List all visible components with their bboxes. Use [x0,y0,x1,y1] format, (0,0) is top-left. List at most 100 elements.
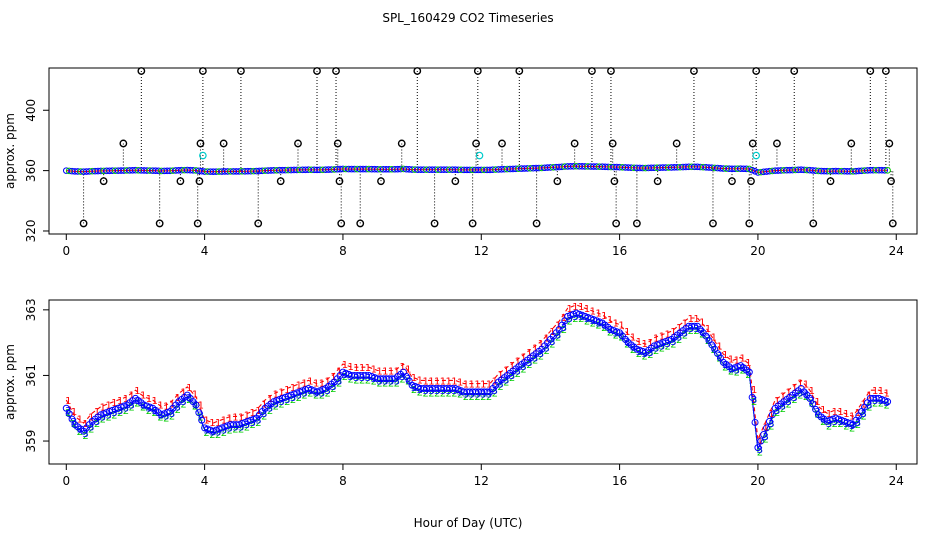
bottom-series-3-marker: 3 [77,424,83,435]
bottom-series-2-marker: 2 [595,321,601,332]
top-flagged-point [532,219,541,228]
bottom-series-1-marker: 1 [543,334,549,345]
bottom-series-3-marker: 3 [803,389,809,400]
bottom-series-2-marker: 2 [590,319,596,330]
bottom-series-2-marker: 2 [492,388,498,399]
top-y-axis-label: approx. ppm [3,113,17,189]
bottom-series-3-marker: 3 [175,403,181,414]
bottom-data-point [809,400,817,408]
bottom-series-2-marker: 2 [215,430,221,441]
bottom-series-2-marker: 2 [855,420,861,431]
bottom-data-point [483,388,491,396]
bottom-series-3-marker: 3 [653,344,659,355]
bottom-series-3-marker: 3 [532,353,538,364]
bottom-series-3-marker: 3 [261,409,267,420]
bottom-series-1-marker: 1 [290,383,296,394]
bottom-series-1-marker: 1 [486,380,492,391]
top-data-point [748,166,756,174]
bottom-series-3-marker: 3 [699,327,705,338]
top-flagged-point [333,139,342,148]
bottom-series-1-marker: 1 [549,327,555,338]
bottom-series-2-marker: 2 [232,425,238,436]
bottom-series-3-marker: 3 [670,337,676,348]
bottom-series-3-marker: 3 [567,314,573,325]
bottom-series-3-marker: 3 [768,419,774,430]
bottom-series-2-marker: 2 [301,391,307,402]
bottom-series-3-marker: 3 [129,400,135,411]
bottom-series-1-marker: 1 [261,399,267,410]
bottom-series-2-marker: 2 [267,406,273,417]
bottom-series-2-marker: 2 [117,408,123,419]
bottom-series-1-marker: 1 [814,397,820,408]
bottom-series-1-marker: 1 [878,386,884,397]
bottom-series-3-marker: 3 [734,365,740,376]
bottom-series-3-marker: 3 [244,420,250,431]
bottom-series-2-marker: 2 [763,434,769,445]
bottom-series-3-marker: 3 [123,404,129,415]
bottom-series-2-marker: 2 [486,392,492,403]
bottom-series-3-marker: 3 [526,358,532,369]
bottom-series-1-marker: 1 [359,363,365,374]
bottom-series-1-marker: 1 [618,321,624,332]
bottom-series-2-marker: 2 [688,326,694,337]
bottom-series-2-marker: 2 [538,351,544,362]
bottom-series-2-marker: 2 [520,364,526,375]
bottom-series-2-marker: 2 [751,397,757,408]
bottom-series-3-marker: 3 [503,375,509,386]
x-axis-label: Hour of Day (UTC) [414,516,523,530]
bottom-series-2-marker: 2 [532,356,538,367]
bottom-series-1-marker: 1 [705,324,711,335]
top-flagged-point [377,177,385,186]
top-flagged-point [752,67,761,75]
bottom-series-2-marker: 2 [146,406,152,417]
bottom-series-3-marker: 3 [71,417,77,428]
bottom-series-1-marker: 1 [267,394,273,405]
bottom-series-1-marker: 1 [157,400,163,411]
bottom-series-3-marker: 3 [405,374,411,385]
bottom-series-1-marker: 1 [497,370,503,381]
top-flagged-point [826,177,835,186]
bottom-x-tick-label: 24 [889,474,904,488]
bottom-series-3-marker: 3 [394,376,400,387]
bottom-series-2-marker: 2 [348,374,354,385]
top-flagged-point [219,139,228,148]
bottom-series-3-marker: 3 [561,323,567,334]
bottom-series-2-marker: 2 [394,379,400,390]
bottom-series-1-marker: 1 [630,333,636,344]
bottom-data-point [192,401,200,409]
bottom-series-3-marker: 3 [273,399,279,410]
top-flagged-point [790,67,799,75]
bottom-series-2-marker: 2 [457,390,463,401]
top-aux-point [475,151,484,160]
bottom-series-1-marker: 1 [376,367,382,378]
bottom-series-3-marker: 3 [255,416,261,427]
bottom-series-1-line [65,304,888,442]
top-y-tick-label: 360 [24,159,38,182]
bottom-series-2-marker: 2 [123,406,129,417]
top-flagged-point [137,67,146,75]
bottom-series-1-marker: 1 [676,323,682,334]
bottom-series-3-marker: 3 [682,328,688,339]
bottom-series-3-marker: 3 [238,422,244,433]
bottom-series-2-marker: 2 [324,388,330,399]
bottom-series-3-marker: 3 [647,348,653,359]
bottom-series-1-marker: 1 [273,389,279,400]
bottom-series-2-marker: 2 [549,339,555,350]
bottom-series-2-marker: 2 [307,388,313,399]
top-flagged-point [809,219,818,228]
top-aux-point [199,151,207,160]
bottom-series-3-marker: 3 [215,428,221,439]
bottom-series-1-marker: 1 [140,391,146,402]
bottom-series-3-marker: 3 [843,419,849,430]
bottom-series-1-marker: 1 [641,339,647,350]
bottom-series-1-marker: 1 [503,365,509,376]
bottom-series-1-marker: 1 [561,313,567,324]
bottom-series-3-marker: 3 [676,333,682,344]
bottom-series-1-marker: 1 [353,363,359,374]
bottom-series-2-marker: 2 [284,397,290,408]
bottom-series-3-marker: 3 [134,396,140,407]
bottom-series-3-marker: 3 [65,406,71,417]
bottom-series-3-marker: 3 [509,371,515,382]
bottom-series-1-marker: 1 [526,348,532,359]
bottom-series-2-marker: 2 [469,392,475,403]
